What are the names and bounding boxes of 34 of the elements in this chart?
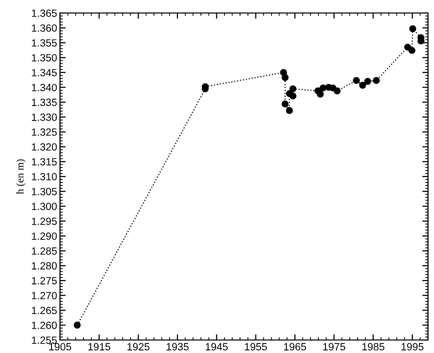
- y-tick-label: 1.275: [32, 277, 57, 284]
- y-tick-label: 1.260: [32, 322, 57, 330]
- y-tick-label: 1.355: [32, 39, 57, 47]
- y-tick-label: 1.255: [32, 336, 57, 344]
- x-tick-label: 1975: [323, 343, 346, 350]
- y-tick-label: 1.270: [32, 292, 57, 300]
- y-tick-label: 1.310: [32, 173, 57, 180]
- y-tick-label: 1.285: [32, 247, 57, 255]
- y-axis-title: h (en m): [16, 159, 26, 194]
- y-tick-label: 1.365: [32, 10, 57, 17]
- x-tick-label: 1955: [244, 343, 267, 350]
- x-tick-label: 1915: [88, 343, 110, 350]
- y-tick-label: 1.280: [32, 262, 57, 270]
- y-tick-label: 1.340: [32, 84, 57, 92]
- y-tick-label: 1.360: [32, 24, 57, 32]
- y-tick-label: 1.350: [32, 54, 57, 62]
- x-tick-label: 1965: [284, 343, 306, 350]
- y-tick-label: 1.330: [32, 114, 57, 121]
- y-tick-label: 1.305: [32, 188, 57, 196]
- y-tick-label: 1.345: [32, 68, 57, 76]
- x-tick-label: 1985: [362, 343, 384, 350]
- y-tick-label: 1.265: [32, 306, 57, 314]
- y-tick-label: 1.290: [32, 232, 57, 240]
- y-tick-label: 1.315: [32, 158, 57, 166]
- y-tick-label: 1.335: [32, 98, 57, 106]
- y-tick-label: 1.325: [32, 128, 57, 136]
- y-tick-label: 1.295: [32, 218, 57, 225]
- x-tick-label: 1925: [128, 343, 150, 350]
- x-tick-label: 1935: [166, 343, 189, 350]
- y-tick-label: 1.320: [32, 143, 57, 151]
- x-tick-label: 1905: [49, 343, 72, 350]
- y-tick-label: 1.300: [32, 202, 57, 210]
- x-tick-label: 1945: [206, 343, 228, 350]
- x-tick-label: 1995: [402, 343, 424, 350]
